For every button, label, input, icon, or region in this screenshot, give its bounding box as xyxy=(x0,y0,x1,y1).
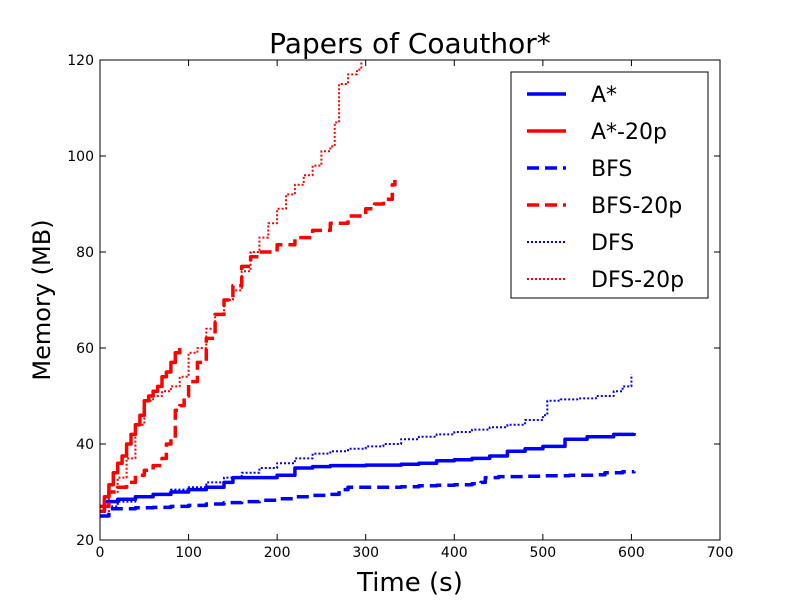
series-line-bfs-20p xyxy=(100,180,397,509)
x-tick-label: 400 xyxy=(441,545,468,561)
x-tick-label: 0 xyxy=(96,545,105,561)
legend-box xyxy=(510,71,709,299)
series-layer xyxy=(100,60,636,518)
ticks-layer: 0 100 200 300 400 500 600 700 20 40 60 80 100 120 xyxy=(67,53,733,561)
x-axis-label: Time (s) xyxy=(356,568,463,598)
x-tick-label: 600 xyxy=(618,545,645,561)
y-tick-label: 60 xyxy=(76,341,94,357)
legend-label: A*-20p xyxy=(591,120,667,145)
x-tick-label: 700 xyxy=(707,545,734,561)
x-tick-label: 500 xyxy=(529,545,556,561)
chart-title: Papers of Coauthor* xyxy=(269,27,551,60)
plot-frame xyxy=(99,59,721,541)
x-tick-label: 100 xyxy=(175,545,202,561)
legend-label: BFS xyxy=(591,157,632,182)
x-tick-label: 300 xyxy=(352,545,379,561)
legend-label: DFS xyxy=(591,231,634,256)
legend: A* A*-20p BFS BFS-20p DFS DFS-20p xyxy=(510,71,709,299)
y-tick-label: 20 xyxy=(76,533,94,549)
x-tick-label: 200 xyxy=(264,545,291,561)
series-line-bfs xyxy=(100,470,636,518)
y-tick-label: 80 xyxy=(76,245,94,261)
legend-entries: A* A*-20p BFS BFS-20p DFS DFS-20p xyxy=(527,83,684,293)
y-axis-label: Memory (MB) xyxy=(28,219,56,380)
series-line-dfs-20p xyxy=(100,60,363,513)
y-tick-label: 40 xyxy=(76,437,94,453)
legend-label: DFS-20p xyxy=(591,268,684,293)
legend-label: BFS-20p xyxy=(591,194,682,219)
y-tick-label: 120 xyxy=(67,53,94,69)
legend-label: A* xyxy=(591,83,617,108)
series-line-dfs xyxy=(100,374,633,513)
y-tick-label: 100 xyxy=(67,149,94,165)
series-line-a-20p xyxy=(100,348,182,513)
